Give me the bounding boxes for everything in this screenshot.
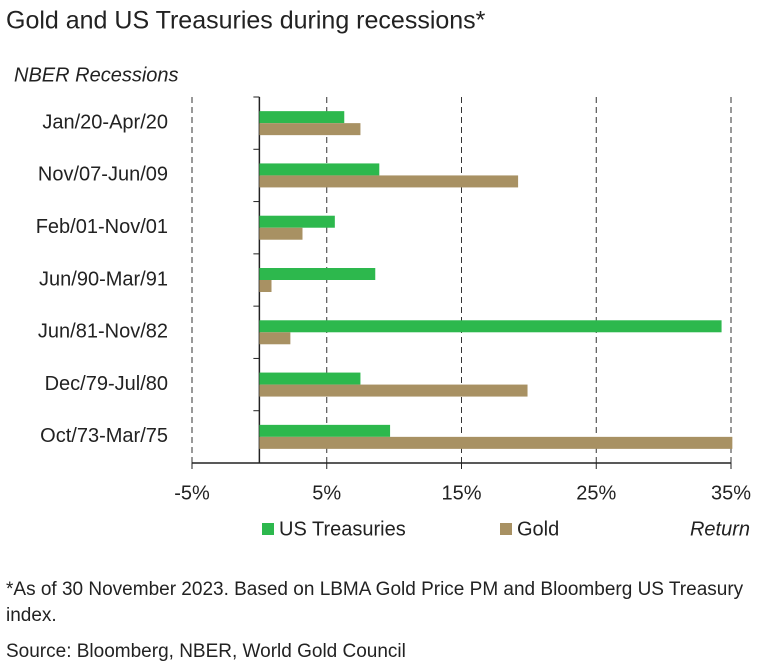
bar	[259, 436, 733, 449]
bar	[259, 163, 380, 176]
bar	[259, 280, 272, 292]
chart-title: Gold and US Treasuries during recessions…	[6, 7, 486, 35]
y-tick-label: Dec/79-Jul/80	[45, 373, 168, 395]
bar	[259, 424, 391, 437]
x-tick-label: -5%	[174, 482, 210, 504]
footnote: *As of 30 November 2023. Based on LBMA G…	[6, 579, 744, 626]
y-tick-label: Oct/73-Mar/75	[40, 425, 168, 447]
y-axis-label: NBER Recessions	[14, 64, 179, 86]
y-tick-label: Feb/01-Nov/01	[36, 216, 168, 238]
bar	[259, 175, 519, 188]
source: Source: Bloomberg, NBER, World Gold Coun…	[6, 641, 406, 662]
x-tick-label: 5%	[312, 482, 341, 504]
bar	[259, 215, 335, 228]
bar	[259, 384, 528, 397]
bar	[259, 268, 376, 280]
x-tick-label: 25%	[576, 482, 616, 504]
bar	[259, 227, 303, 240]
bar	[259, 111, 345, 124]
x-axis-label: Return	[690, 518, 750, 540]
legend-label: Gold	[517, 518, 559, 540]
legend-swatch	[500, 523, 512, 535]
chart: Gold and US Treasuries during recessions…	[6, 7, 751, 541]
legend-label: US Treasuries	[279, 518, 406, 540]
bar	[259, 123, 361, 136]
bar	[259, 332, 291, 345]
bar	[259, 372, 361, 385]
y-tick-label: Jan/20-Apr/20	[42, 111, 168, 133]
y-tick-label: Jun/81-Nov/82	[38, 321, 168, 343]
legend-swatch	[262, 523, 274, 535]
y-tick-label: Jun/90-Mar/91	[39, 268, 168, 290]
y-tick-label: Nov/07-Jun/09	[38, 164, 168, 186]
bar	[259, 320, 722, 333]
x-tick-label: 15%	[441, 482, 481, 504]
x-tick-label: 35%	[711, 482, 751, 504]
